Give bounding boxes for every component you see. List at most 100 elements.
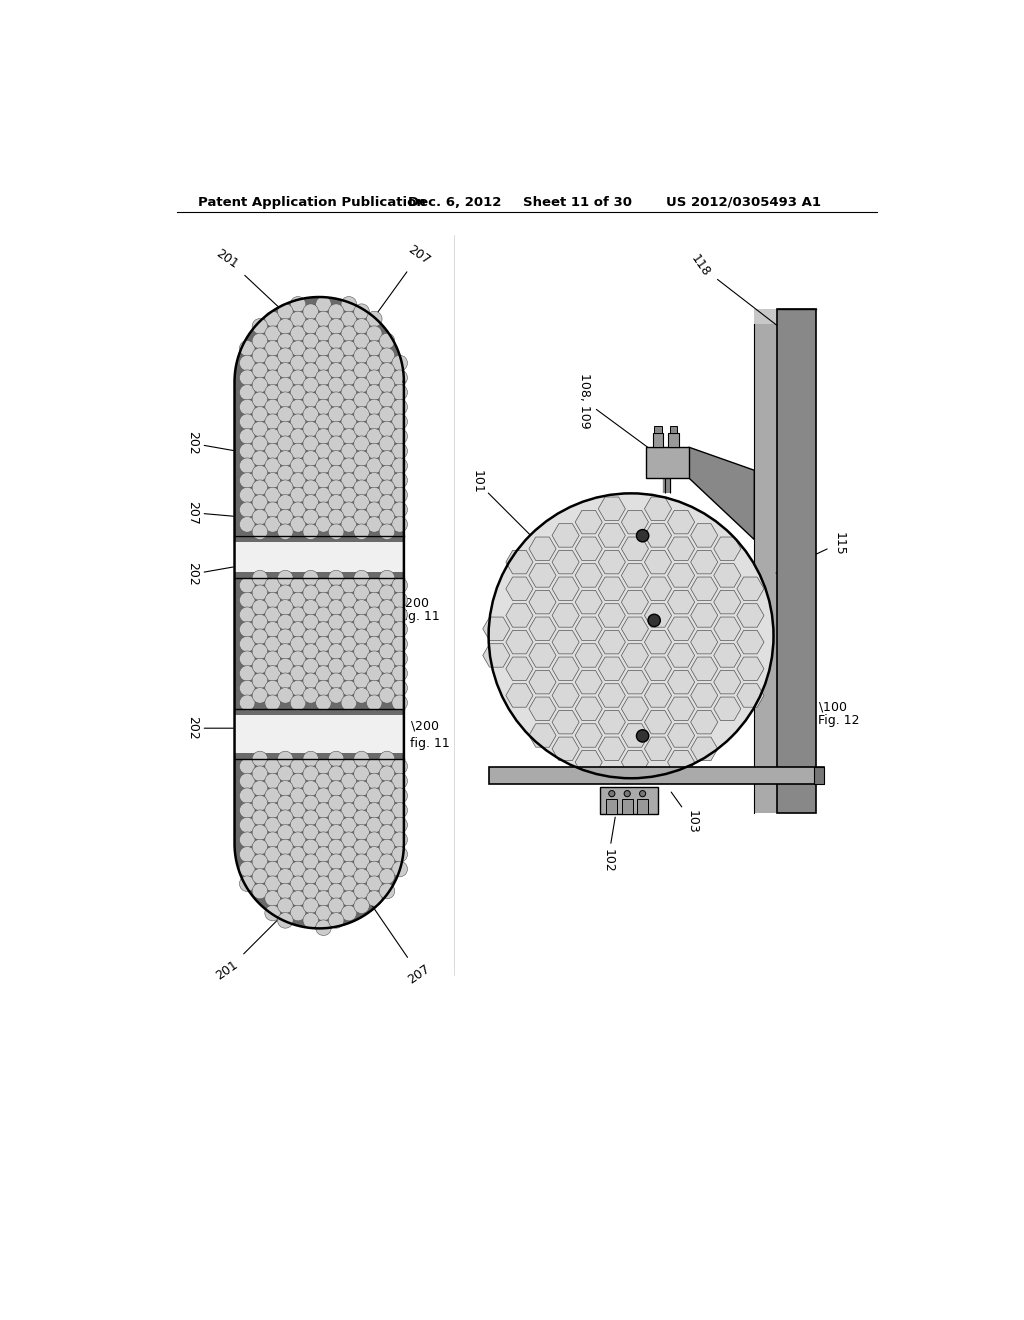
Polygon shape bbox=[598, 710, 626, 734]
Circle shape bbox=[315, 516, 331, 532]
Circle shape bbox=[329, 599, 344, 615]
Polygon shape bbox=[668, 564, 694, 587]
Circle shape bbox=[303, 780, 318, 796]
Polygon shape bbox=[529, 564, 556, 587]
Polygon shape bbox=[668, 671, 694, 694]
Circle shape bbox=[315, 578, 331, 593]
Circle shape bbox=[367, 803, 382, 818]
Circle shape bbox=[290, 516, 306, 532]
Text: 103: 103 bbox=[671, 792, 699, 834]
Circle shape bbox=[329, 465, 344, 480]
Circle shape bbox=[353, 333, 370, 348]
Circle shape bbox=[392, 399, 408, 414]
Circle shape bbox=[290, 487, 306, 503]
Polygon shape bbox=[234, 572, 403, 578]
Polygon shape bbox=[598, 684, 626, 708]
Circle shape bbox=[290, 326, 306, 342]
Polygon shape bbox=[552, 631, 580, 653]
Circle shape bbox=[392, 636, 408, 652]
Circle shape bbox=[392, 694, 408, 710]
Circle shape bbox=[315, 312, 331, 327]
Circle shape bbox=[315, 487, 331, 503]
Polygon shape bbox=[506, 577, 532, 601]
Circle shape bbox=[329, 869, 344, 884]
Circle shape bbox=[379, 795, 395, 810]
Circle shape bbox=[252, 510, 267, 525]
Circle shape bbox=[353, 378, 370, 393]
Circle shape bbox=[392, 788, 408, 804]
Polygon shape bbox=[668, 750, 694, 774]
Circle shape bbox=[278, 766, 293, 781]
Circle shape bbox=[367, 578, 382, 593]
Circle shape bbox=[240, 370, 255, 385]
Circle shape bbox=[329, 450, 344, 466]
Circle shape bbox=[379, 599, 395, 615]
Circle shape bbox=[379, 480, 395, 495]
Circle shape bbox=[265, 458, 281, 474]
Circle shape bbox=[278, 673, 293, 689]
Circle shape bbox=[329, 510, 344, 525]
Bar bbox=[652, 433, 664, 447]
Circle shape bbox=[265, 516, 281, 532]
Circle shape bbox=[278, 348, 293, 363]
Text: $\backslash$200: $\backslash$200 bbox=[410, 719, 439, 734]
Text: fig. 11: fig. 11 bbox=[400, 610, 440, 623]
Polygon shape bbox=[575, 697, 602, 721]
Circle shape bbox=[240, 384, 255, 400]
Text: Patent Application Publication: Patent Application Publication bbox=[199, 195, 426, 209]
Bar bbox=[654, 425, 662, 433]
Circle shape bbox=[303, 318, 318, 334]
Circle shape bbox=[379, 751, 395, 767]
Circle shape bbox=[379, 869, 395, 884]
Circle shape bbox=[315, 414, 331, 429]
Circle shape bbox=[252, 333, 267, 348]
Circle shape bbox=[315, 876, 331, 891]
Circle shape bbox=[367, 817, 382, 833]
Circle shape bbox=[329, 570, 344, 586]
Polygon shape bbox=[668, 697, 694, 721]
Circle shape bbox=[315, 861, 331, 876]
Polygon shape bbox=[622, 644, 648, 667]
Circle shape bbox=[265, 665, 281, 681]
Circle shape bbox=[240, 694, 255, 710]
Polygon shape bbox=[690, 577, 718, 601]
Circle shape bbox=[353, 883, 370, 899]
Circle shape bbox=[392, 414, 408, 429]
Circle shape bbox=[303, 628, 318, 644]
Circle shape bbox=[303, 659, 318, 675]
Circle shape bbox=[315, 370, 331, 385]
Circle shape bbox=[353, 898, 370, 913]
Circle shape bbox=[315, 607, 331, 623]
Circle shape bbox=[303, 751, 318, 767]
Bar bbox=[755, 309, 816, 813]
Circle shape bbox=[303, 854, 318, 870]
Circle shape bbox=[278, 333, 293, 348]
Circle shape bbox=[341, 622, 356, 638]
Circle shape bbox=[290, 370, 306, 385]
Circle shape bbox=[315, 399, 331, 414]
Circle shape bbox=[315, 651, 331, 667]
Circle shape bbox=[303, 304, 318, 319]
Circle shape bbox=[367, 384, 382, 400]
Circle shape bbox=[329, 659, 344, 675]
Circle shape bbox=[392, 516, 408, 532]
Circle shape bbox=[329, 810, 344, 825]
Circle shape bbox=[392, 759, 408, 774]
Circle shape bbox=[303, 825, 318, 840]
Circle shape bbox=[341, 651, 356, 667]
Circle shape bbox=[265, 846, 281, 862]
Circle shape bbox=[353, 510, 370, 525]
Circle shape bbox=[353, 436, 370, 451]
Circle shape bbox=[278, 392, 293, 408]
Text: 201: 201 bbox=[213, 247, 287, 314]
Polygon shape bbox=[234, 543, 403, 572]
Circle shape bbox=[315, 341, 331, 356]
Circle shape bbox=[303, 495, 318, 510]
Circle shape bbox=[379, 659, 395, 675]
Circle shape bbox=[488, 494, 773, 779]
Circle shape bbox=[265, 817, 281, 833]
Circle shape bbox=[290, 444, 306, 459]
Circle shape bbox=[278, 854, 293, 870]
Circle shape bbox=[367, 312, 382, 327]
Circle shape bbox=[367, 759, 382, 774]
